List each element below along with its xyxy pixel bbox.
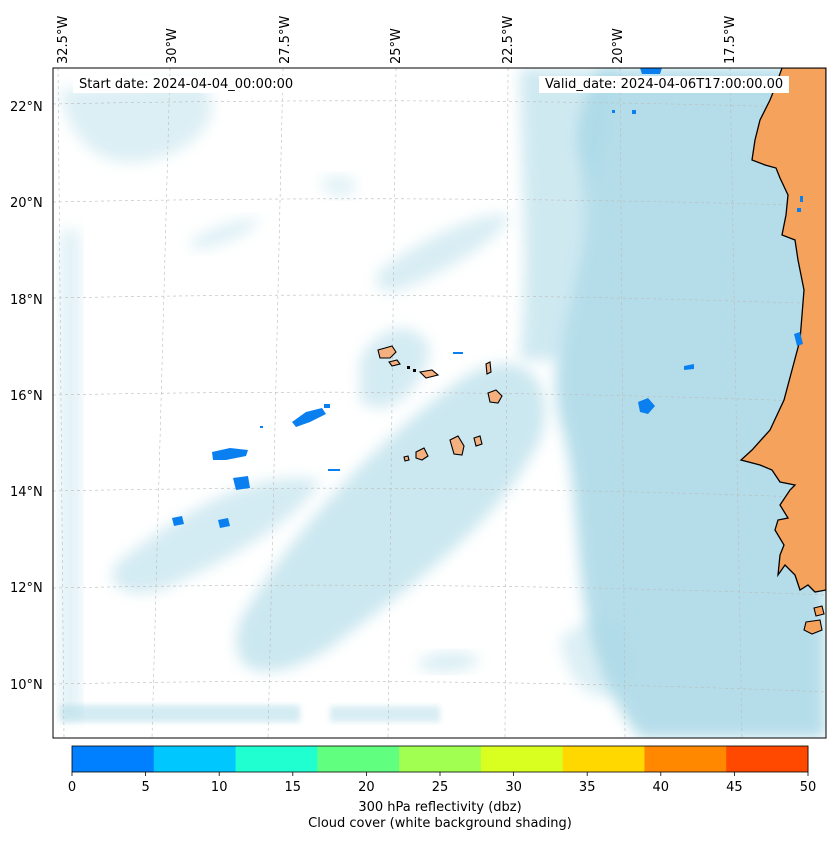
colorbar-tick-label: 45 — [726, 780, 743, 795]
valid-date-label: Valid_date: 2024-04-06T17:00:00.00 — [539, 76, 790, 93]
colorbar-tick-label: 35 — [579, 780, 596, 795]
lon-label-30w: 30°W — [165, 28, 180, 64]
colorbar-tick-label: 50 — [800, 780, 817, 795]
graticule — [53, 68, 826, 738]
lat-label-16n: 16°N — [10, 389, 43, 404]
lon-label-20w: 20°W — [611, 28, 626, 64]
colorbar-tick-label: 20 — [358, 780, 375, 795]
lon-label-32-5w: 32.5°W — [56, 16, 71, 64]
colorbar-tick-label: 25 — [432, 780, 449, 795]
colorbar-segment-2 — [235, 746, 318, 772]
colorbar-segment-6 — [562, 746, 645, 772]
islets — [407, 366, 416, 372]
colorbar-tick-label: 15 — [285, 780, 302, 795]
colorbar: 0 5 10 15 20 25 30 35 40 45 50 — [68, 745, 817, 795]
colorbar-segment-3 — [317, 746, 400, 772]
lat-label-10n: 10°N — [10, 678, 43, 693]
colorbar-tick-label: 5 — [141, 780, 149, 795]
colorbar-segment-7 — [644, 746, 727, 772]
latitude-labels: 22°N 20°N 18°N 16°N 14°N 12°N 10°N — [10, 100, 43, 693]
colorbar-segment-1 — [153, 746, 237, 772]
colorbar-tick-label: 10 — [211, 780, 228, 795]
colorbar-label-line2: Cloud cover (white background shading) — [308, 816, 572, 831]
colorbar-segment-0 — [72, 746, 155, 772]
africa-land — [739, 68, 826, 593]
colorbar-segment-5 — [480, 746, 564, 772]
lon-label-27-5w: 27.5°W — [278, 16, 293, 64]
colorbar-label-line1: 300 hPa reflectivity (dbz) — [358, 800, 522, 815]
bissagos-islands — [803, 605, 825, 635]
reflectivity-echoes — [172, 68, 803, 528]
start-date-label: Start date: 2024-04-04_00:00:00 — [73, 76, 300, 93]
lat-label-20n: 20°N — [10, 196, 43, 211]
colorbar-segment-4 — [399, 746, 482, 772]
colorbar-tick-label: 30 — [505, 780, 522, 795]
colorbar-segment-8 — [726, 746, 809, 772]
longitude-labels: 32.5°W 30°W 27.5°W 25°W 22.5°W 20°W 17.5… — [56, 16, 738, 64]
cape-verde-islands — [377, 345, 503, 462]
colorbar-tick-label: 0 — [68, 780, 76, 795]
lat-label-18n: 18°N — [10, 293, 43, 308]
lat-label-12n: 12°N — [10, 581, 43, 596]
lat-label-14n: 14°N — [10, 485, 43, 500]
lat-label-22n: 22°N — [10, 100, 43, 115]
lon-label-25w: 25°W — [389, 28, 404, 64]
lon-label-22-5w: 22.5°W — [501, 16, 516, 64]
map-frame — [52, 67, 827, 739]
colorbar-tick-label: 40 — [653, 780, 670, 795]
cloud-cover-shading — [60, 68, 826, 738]
lon-label-17-5w: 17.5°W — [723, 16, 738, 64]
colorbar-label: 300 hPa reflectivity (dbz) Cloud cover (… — [0, 800, 837, 832]
